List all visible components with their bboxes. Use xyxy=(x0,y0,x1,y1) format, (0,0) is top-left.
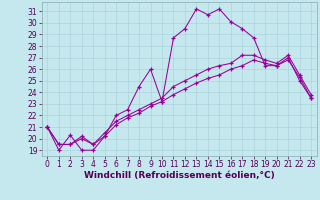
X-axis label: Windchill (Refroidissement éolien,°C): Windchill (Refroidissement éolien,°C) xyxy=(84,171,275,180)
